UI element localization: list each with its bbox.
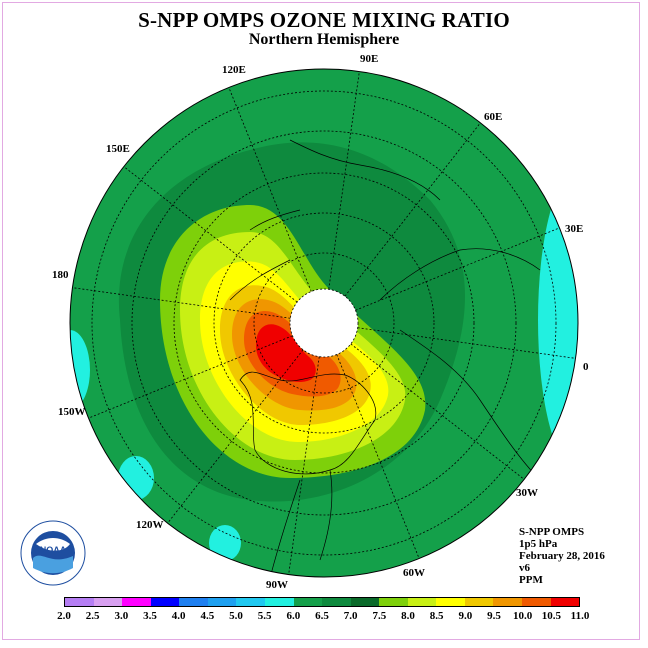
scale-tick-label: 7.5	[372, 610, 387, 622]
longitude-line	[288, 356, 320, 575]
coastlines	[229, 139, 541, 577]
lon-label-150e: 150E	[106, 143, 130, 155]
longitude-line	[228, 87, 312, 292]
scale-swatch	[522, 598, 551, 606]
scale-tick-label: 7.0	[343, 610, 358, 622]
latitude-circle	[289, 288, 359, 358]
scale-swatch	[493, 598, 522, 606]
longitude-line	[328, 71, 360, 290]
scale-swatch	[550, 598, 580, 606]
lon-label-90w: 90W	[266, 579, 288, 591]
polar-night-gap	[290, 289, 358, 357]
latitude-circle	[213, 212, 435, 434]
color-scale-ticks: 2.0 2.5 3.0 3.5 4.0 4.5 5.0 5.5 6.0 6.5 7.0 7.5 8.0 8…	[0, 610, 648, 624]
scale-tick-label: 5.0	[229, 610, 243, 622]
lon-label-180: 180	[52, 269, 69, 281]
longitude-line	[72, 287, 291, 319]
scale-swatch	[350, 598, 380, 606]
scale-swatch	[179, 598, 208, 606]
longitude-line	[350, 343, 525, 480]
scale-tick-label: 5.5	[257, 610, 272, 622]
info-date: February 28, 2016	[519, 550, 605, 562]
scale-swatch	[464, 598, 494, 606]
cyan-region-west	[70, 330, 90, 410]
latitude-circle	[173, 172, 475, 474]
cyan-region-south	[209, 525, 241, 561]
scale-swatch	[379, 598, 408, 606]
scale-swatch	[93, 598, 123, 606]
figure-border	[2, 2, 640, 640]
color-scale-bar	[64, 597, 580, 607]
scale-tick-label: 3.0	[114, 610, 129, 622]
lon-label-30w: 30W	[516, 487, 538, 499]
info-pressure: 1p5 hPa	[519, 538, 558, 550]
scale-swatch	[293, 598, 323, 606]
lon-label-60e: 60E	[484, 111, 502, 123]
graticule	[72, 71, 576, 575]
map-subtitle: Northern Hemisphere	[248, 31, 400, 48]
info-instrument: S-NPP OMPS	[519, 526, 585, 538]
lon-label-30e: 30E	[565, 223, 583, 235]
scale-tick-label: 4.0	[171, 610, 186, 622]
ozone-field	[70, 69, 578, 577]
scale-swatch	[436, 598, 465, 606]
scale-tick-label: 3.5	[143, 610, 157, 622]
scale-tick-label: 2.0	[57, 610, 71, 622]
red-region	[256, 324, 316, 383]
scale-swatch	[65, 598, 94, 606]
scale-tick-label: 6.0	[286, 610, 301, 622]
latitude-circle	[91, 90, 557, 556]
scale-swatch	[407, 598, 437, 606]
lon-label-90e: 90E	[360, 53, 378, 65]
map-boundary	[69, 68, 579, 578]
scale-tick-label: 2.5	[85, 610, 100, 622]
info-version: v6	[519, 562, 530, 574]
longitude-line	[355, 227, 560, 311]
longitude-line	[123, 166, 298, 303]
info-units: PPM	[519, 574, 543, 586]
longitude-line	[357, 327, 576, 359]
lon-label-0: 0	[583, 361, 589, 373]
latitude-circle	[131, 130, 517, 516]
scale-swatch	[150, 598, 180, 606]
scale-tick-label: 10.0	[513, 610, 533, 622]
longitude-line	[88, 335, 293, 419]
noaa-logo: NOAA	[20, 520, 86, 586]
map-title: S-NPP OMPS OZONE MIXING RATIO	[138, 8, 510, 32]
scale-swatch	[236, 598, 265, 606]
scale-tick-label: 4.5	[200, 610, 215, 622]
scale-tick-label: 9.0	[458, 610, 473, 622]
lon-label-120e: 120E	[222, 64, 246, 76]
scale-swatch	[207, 598, 237, 606]
scale-tick-label: 8.0	[401, 610, 415, 622]
longitude-line	[167, 349, 304, 524]
lon-label-120w: 120W	[136, 519, 164, 531]
scale-swatch	[122, 598, 151, 606]
logo-text: NOAA	[40, 545, 67, 555]
scale-tick-label: 6.5	[315, 610, 329, 622]
data-info-block: S-NPP OMPS 1p5 hPa February 28, 2016 v6 …	[519, 526, 605, 586]
scale-tick-label: 9.5	[487, 610, 501, 622]
longitude-labels: 90E 60E 30E 0 30W 60W 90W 120W 150W 180 …	[52, 53, 589, 591]
lon-label-150w: 150W	[58, 406, 86, 418]
scale-swatch	[264, 598, 294, 606]
scale-tick-label: 8.5	[429, 610, 444, 622]
scale-tick-label: 10.5	[541, 610, 561, 622]
longitude-line	[344, 122, 481, 297]
longitude-line	[336, 354, 420, 559]
lon-label-60w: 60W	[403, 567, 425, 579]
cyan-region-east	[538, 170, 578, 470]
scale-tick-label: 11.0	[570, 610, 590, 622]
latitude-circle	[253, 252, 395, 394]
scale-swatch	[322, 598, 351, 606]
